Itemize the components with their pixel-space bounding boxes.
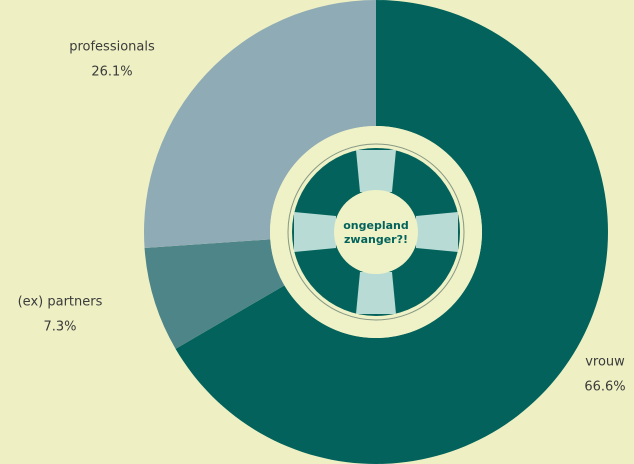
slice-label: vrouw — [585, 355, 625, 370]
slice-label: (ex) partners — [18, 295, 103, 310]
slice — [143, 0, 376, 249]
slice — [175, 0, 608, 464]
logo-text: zwanger?! — [344, 233, 408, 246]
logo-outline — [287, 143, 465, 321]
logo-segments — [294, 150, 458, 314]
logo-segment — [294, 212, 336, 252]
slice — [144, 239, 285, 349]
slices — [143, 0, 608, 464]
logo-text: ongepland — [343, 219, 409, 232]
slice-value-label: 7.3% — [43, 320, 76, 335]
logo-segment — [356, 272, 396, 314]
logo-segment — [416, 212, 458, 252]
lifebuoy-logo: ongepland zwanger?! — [287, 143, 465, 321]
slice-value-label: 26.1% — [91, 65, 132, 80]
logo-segment — [356, 150, 396, 192]
slice-value-label: 66.6% — [584, 380, 625, 395]
logo-center — [334, 190, 418, 274]
slice-label: professionals — [69, 40, 155, 55]
